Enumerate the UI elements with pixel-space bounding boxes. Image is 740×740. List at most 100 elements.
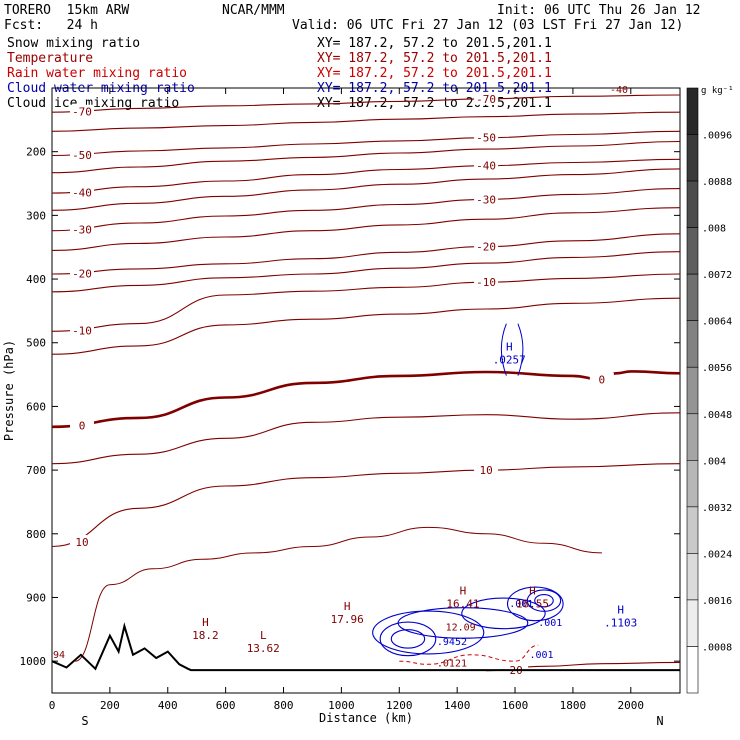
x-tick-label: 600: [216, 699, 236, 712]
isotherm-line: [51, 233, 681, 275]
x-tick-label: 0: [49, 699, 56, 712]
edge-label-upper: -40: [610, 85, 628, 96]
extremum-marker: H: [202, 616, 209, 629]
cloud-annotation: .9452: [437, 637, 467, 648]
legend-range: XY= 187.2, 57.2 to 201.5,201.1: [317, 36, 552, 51]
y-tick-label: 700: [26, 464, 46, 477]
isotherm-line: [51, 207, 681, 251]
colorbar-swatch: [686, 273, 699, 321]
isotherm-label: -50: [72, 149, 92, 162]
y-tick-label: 200: [26, 146, 46, 159]
legend-label: Cloud ice mixing ratio: [7, 96, 180, 111]
isotherm-label-bg: [474, 158, 499, 172]
colorbar-swatch: [686, 366, 699, 415]
isotherm-label: -20: [72, 267, 92, 280]
extremum-value: 17.96: [331, 613, 364, 626]
extremum-marker: H: [460, 584, 467, 597]
isotherm-label: -20: [476, 241, 496, 254]
isotherm-label-bg: [70, 266, 94, 280]
legend-label: Temperature: [7, 51, 94, 66]
cloud-water-contour: [397, 607, 529, 639]
header-valid: Valid: 06 UTC Fri 27 Jan 12 (03 LST Fri …: [292, 18, 684, 33]
isotherm-label-bg: [474, 275, 499, 289]
x-tick-label: 1200: [386, 699, 413, 712]
x-tick-label: 1400: [444, 699, 471, 712]
legend-range: XY= 187.2, 57.2 to 201.5,201.1: [317, 51, 552, 66]
cloud-annotation: 12.09: [446, 623, 476, 634]
colorbar-swatch: [686, 599, 699, 647]
isotherm-label-bg: [70, 323, 94, 337]
extremum-marker: L: [260, 629, 267, 642]
colorbar-swatch: [686, 646, 699, 694]
isotherm-label: -70: [72, 106, 92, 119]
isotherm-line: [51, 94, 681, 113]
x-end-label-south: S: [81, 714, 88, 728]
y-tick-label: 1000: [20, 655, 47, 668]
colorbar-tick-label: .0064: [702, 317, 732, 328]
cloud-water-contour: [506, 586, 564, 622]
cloud-water-contour: [372, 610, 485, 655]
colorbar-swatch: [686, 180, 699, 228]
isotherm-label-bg: [474, 239, 499, 253]
colorbar-tick-label: .0088: [702, 177, 732, 188]
extremum-marker: H: [506, 340, 513, 353]
colorbar-tick-label: .0056: [702, 363, 732, 374]
x-tick-label: 2000: [618, 699, 645, 712]
isotherm-label-bg: [589, 372, 614, 386]
isotherm-label-bg: [70, 418, 94, 432]
isotherm-label: -10: [476, 276, 496, 289]
isotherm-line: [51, 158, 681, 194]
isotherm-label: -30: [476, 193, 496, 206]
cloud-ice-contour: [500, 323, 507, 376]
isotherm-label-bg: [70, 534, 94, 548]
isotherm-label-bg: [474, 130, 499, 144]
extremum-value: .0257: [493, 353, 526, 366]
y-tick-label: 900: [26, 591, 46, 604]
cloud-water-contour: [534, 593, 554, 608]
legend-range: XY= 187.2, 57.2 to 201.5,201.1: [317, 66, 552, 81]
isotherm-line: [51, 140, 681, 174]
isotherm-label: 0: [599, 374, 606, 387]
colorbar-unit: g kg⁻¹: [701, 86, 734, 96]
colorbar-swatch: [686, 413, 699, 461]
isotherm-label: -30: [72, 224, 92, 237]
edge-label-surface: 94: [53, 650, 65, 661]
colorbar-swatch: [686, 460, 699, 508]
isotherm-line: [51, 412, 681, 465]
colorbar-tick-label: .0016: [702, 596, 732, 607]
isotherm-label-bg: [70, 147, 94, 161]
isotherm-label-bg: [70, 222, 94, 236]
isotherm-label: -40: [72, 186, 92, 199]
y-tick-label: 800: [26, 528, 46, 541]
isotherm-line: [51, 188, 681, 232]
colorbar-swatch: [686, 227, 699, 275]
colorbar-tick-label: .0072: [702, 270, 732, 281]
x-tick-label: 400: [158, 699, 178, 712]
cloud-annotation: .001: [509, 599, 533, 610]
extremum-marker: H: [617, 603, 624, 616]
isotherm-line: [51, 370, 681, 429]
x-end-label-north: N: [656, 714, 663, 728]
y-tick-label: 600: [26, 400, 46, 413]
isotherm-line: [75, 526, 602, 662]
colorbar-swatch: [686, 134, 699, 182]
extremum-value: 13.62: [247, 642, 280, 655]
cloud-annotation: .0121: [437, 658, 467, 669]
colorbar-tick-label: .0024: [702, 549, 732, 560]
header-center: NCAR/MMM: [222, 3, 285, 18]
colorbar-swatch: [686, 87, 699, 135]
y-axis-label: Pressure (hPa): [2, 340, 16, 441]
x-axis-label: Distance (km): [319, 711, 413, 725]
colorbar-swatch: [686, 320, 699, 368]
cloud-water-contour: [390, 629, 426, 649]
x-tick-label: 200: [100, 699, 120, 712]
extremum-value: 16.41: [446, 597, 479, 610]
colorbar-swatch: [686, 506, 699, 554]
colorbar-tick-label: .008: [702, 224, 726, 235]
isotherm-label: 0: [79, 420, 86, 433]
cloud-water-contour: [461, 597, 546, 630]
isotherm-label: -40: [476, 160, 496, 173]
y-tick-label: 500: [26, 337, 46, 350]
extremum-marker: H: [529, 584, 536, 597]
header-init: Init: 06 UTC Thu 26 Jan 12: [497, 3, 701, 18]
